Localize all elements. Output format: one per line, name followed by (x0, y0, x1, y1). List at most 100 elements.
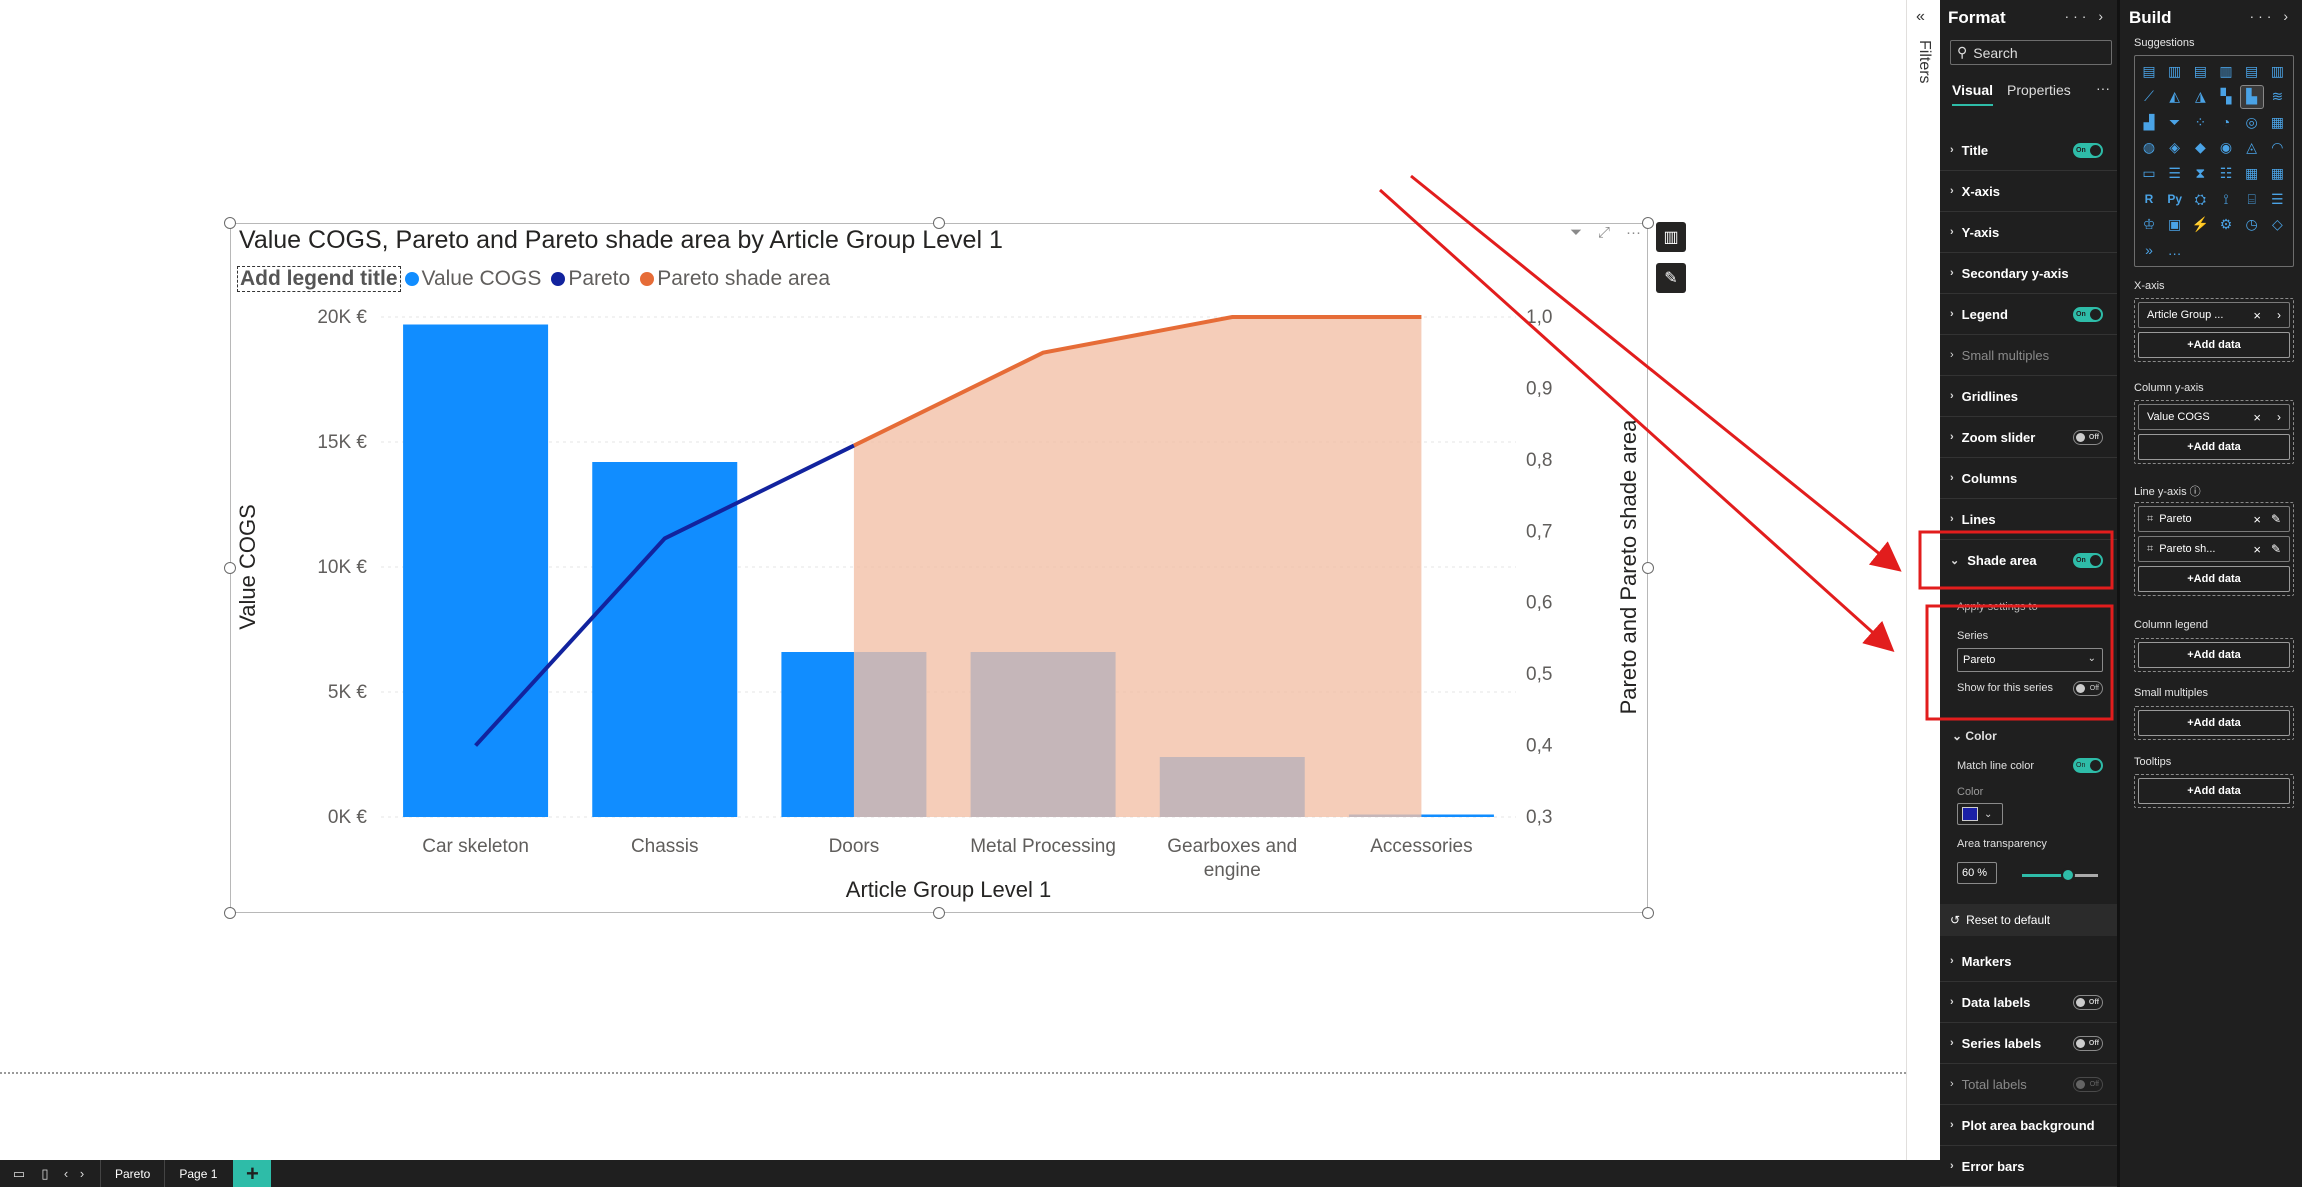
resize-handle[interactable] (1642, 562, 1654, 574)
color-group-header[interactable]: ⌄ Color (1952, 729, 1997, 743)
waterfall-icon[interactable]: ▟ (2143, 113, 2155, 130)
resize-handle[interactable] (1642, 217, 1654, 229)
chevron-right-icon[interactable]: › (2277, 410, 2281, 424)
resize-handle[interactable] (1642, 907, 1654, 919)
section-markers[interactable]: › Markers (1940, 941, 2117, 982)
resize-handle[interactable] (224, 217, 236, 229)
search-input[interactable]: ⚲ Search (1950, 40, 2112, 65)
trophy-icon[interactable]: ♔ (2142, 216, 2156, 233)
column-y-axis-well[interactable]: Value COGS × › +Add data (2134, 400, 2294, 464)
info-icon[interactable]: ⓘ (2189, 486, 2201, 498)
filled-map-icon[interactable]: ◈ (2169, 139, 2181, 156)
treemap-icon[interactable]: ▦ (2270, 113, 2284, 130)
series-dropdown[interactable]: Pareto ⌄ (1957, 648, 2103, 672)
shape-map-icon[interactable]: ◆ (2194, 139, 2206, 156)
tooltips-well[interactable]: +Add data (2134, 774, 2294, 808)
pie-icon[interactable]: ◔ (2221, 114, 2231, 131)
add-data-button[interactable]: +Add data (2138, 778, 2290, 804)
add-page-button[interactable]: + (233, 1160, 272, 1187)
stacked-bar-icon[interactable]: ▤ (2142, 62, 2156, 79)
color-picker[interactable]: ⌄ (1957, 803, 2003, 825)
paginated-report-icon[interactable]: ▣ (2168, 216, 2182, 233)
slicer-icon[interactable]: ☷ (2219, 165, 2233, 181)
column-y-axis-field[interactable]: Value COGS × › (2138, 404, 2290, 430)
tab-properties[interactable]: Properties (2007, 82, 2071, 98)
area-chart-icon[interactable]: ◭ (2169, 88, 2181, 105)
section-legend[interactable]: › Legend On (1940, 294, 2117, 335)
data-labels-toggle[interactable]: Off (2073, 994, 2103, 1010)
mobile-layout-icon[interactable]: ▯ (41, 1165, 49, 1181)
double-chevron-left-icon[interactable]: « (1916, 8, 1925, 25)
small-multiples-well[interactable]: +Add data (2134, 706, 2294, 740)
chevron-right-icon[interactable]: › (2098, 8, 2107, 24)
section-series-labels[interactable]: › Series labels Off (1940, 1023, 2117, 1064)
resize-handle[interactable] (224, 907, 236, 919)
page-tab-pareto[interactable]: Pareto (100, 1160, 164, 1187)
edit-icon[interactable]: ✎ (2270, 542, 2281, 556)
more-options-icon[interactable]: ··· (2064, 8, 2091, 24)
zoom-slider-toggle[interactable]: Off (2073, 429, 2103, 445)
line-y-axis-well[interactable]: ⌗ Pareto × ✎ ⌗ Pareto sh... × ✎ +Add data (2134, 502, 2294, 596)
legend-title-placeholder[interactable]: Add legend title (237, 266, 401, 292)
transparency-slider[interactable] (2022, 868, 2098, 882)
legend-item-value-cogs[interactable]: Value COGS (404, 267, 541, 291)
section-error-bars[interactable]: › Error bars (1940, 1146, 2117, 1187)
page-tab-page-1[interactable]: Page 1 (164, 1160, 231, 1187)
python-visual-icon[interactable]: Py (2167, 192, 2182, 207)
donut-icon[interactable]: ◎ (2245, 113, 2258, 130)
qa-icon[interactable]: ⌸ (2247, 190, 2256, 207)
section-title[interactable]: › Title On (1940, 130, 2117, 171)
remove-icon[interactable]: × (2253, 511, 2261, 527)
add-data-button[interactable]: +Add data (2138, 710, 2290, 736)
filters-pane-collapsed[interactable]: « Filters (1906, 0, 1940, 1160)
stacked-area-icon[interactable]: ◮ (2194, 88, 2206, 105)
add-data-button[interactable]: +Add data (2138, 566, 2290, 592)
edit-icon[interactable]: ✎ (2270, 512, 2281, 526)
map-icon[interactable]: ◍ (2142, 139, 2156, 156)
section-x-axis[interactable]: › X-axis (1940, 171, 2117, 212)
section-plot-area-background[interactable]: › Plot area background (1940, 1105, 2117, 1146)
clustered-column-icon[interactable]: ▥ (2219, 62, 2233, 79)
more-icon[interactable]: … (2167, 242, 2182, 259)
scatter-icon[interactable]: ⁘ (2194, 113, 2207, 130)
line-clustered-column-icon[interactable]: ▙ (2239, 84, 2264, 109)
add-data-button[interactable]: +Add data (2138, 642, 2290, 668)
build-visual-icon[interactable]: ▥ (1656, 222, 1686, 252)
section-secondary-y-axis[interactable]: › Secondary y-axis (1940, 253, 2117, 294)
funnel-icon[interactable]: ⏷ (2169, 113, 2181, 130)
section-gridlines[interactable]: › Gridlines (1940, 376, 2117, 417)
chevron-right-icon[interactable]: › (79, 1166, 85, 1181)
line-stacked-column-icon[interactable]: ▚ (2220, 88, 2232, 105)
power-automate-icon[interactable]: ⚙ (2219, 216, 2233, 233)
kpi-icon[interactable]: ⧗ (2195, 165, 2206, 181)
reset-to-default-button[interactable]: ↺ Reset to default (1940, 904, 2117, 936)
more-options-icon[interactable]: ··· (2096, 80, 2110, 96)
100-bar-icon[interactable]: ▤ (2245, 62, 2259, 79)
filters-label[interactable]: Filters (1916, 40, 1933, 84)
key-influencers-icon[interactable]: ⛭ (2194, 190, 2206, 207)
resize-handle[interactable] (933, 217, 945, 229)
multi-row-card-icon[interactable]: ☰ (2168, 165, 2181, 181)
smart-narrative-icon[interactable]: ☰ (2271, 190, 2284, 207)
x-axis-well[interactable]: Article Group ... × › +Add data (2134, 298, 2294, 362)
line-y-axis-field-pareto[interactable]: ⌗ Pareto × ✎ (2138, 506, 2290, 532)
custom-visual-icon[interactable]: ◇ (2271, 216, 2283, 233)
desktop-layout-icon[interactable]: ▭ (12, 1165, 26, 1181)
x-axis-field[interactable]: Article Group ... × › (2138, 302, 2290, 328)
section-y-axis[interactable]: › Y-axis (1940, 212, 2117, 253)
add-data-button[interactable]: +Add data (2138, 434, 2290, 460)
legend-toggle[interactable]: On (2073, 306, 2103, 322)
r-visual-icon[interactable]: R (2144, 192, 2154, 207)
transparency-input[interactable]: 60 % (1957, 862, 1997, 884)
metrics-icon[interactable]: ◷ (2245, 216, 2258, 233)
slider-thumb[interactable] (2060, 868, 2075, 882)
resize-handle[interactable] (224, 562, 236, 574)
azure-map-icon[interactable]: ◉ (2219, 139, 2233, 156)
shade-area-toggle[interactable]: On (2073, 553, 2103, 568)
stacked-column-icon[interactable]: ▥ (2168, 62, 2182, 79)
legend-item-pareto[interactable]: Pareto (551, 267, 630, 291)
more-options-icon[interactable]: ··· (2249, 8, 2276, 24)
show-for-series-toggle[interactable]: Off (2073, 681, 2103, 696)
resize-handle[interactable] (933, 907, 945, 919)
tab-visual[interactable]: Visual (1952, 82, 1993, 106)
